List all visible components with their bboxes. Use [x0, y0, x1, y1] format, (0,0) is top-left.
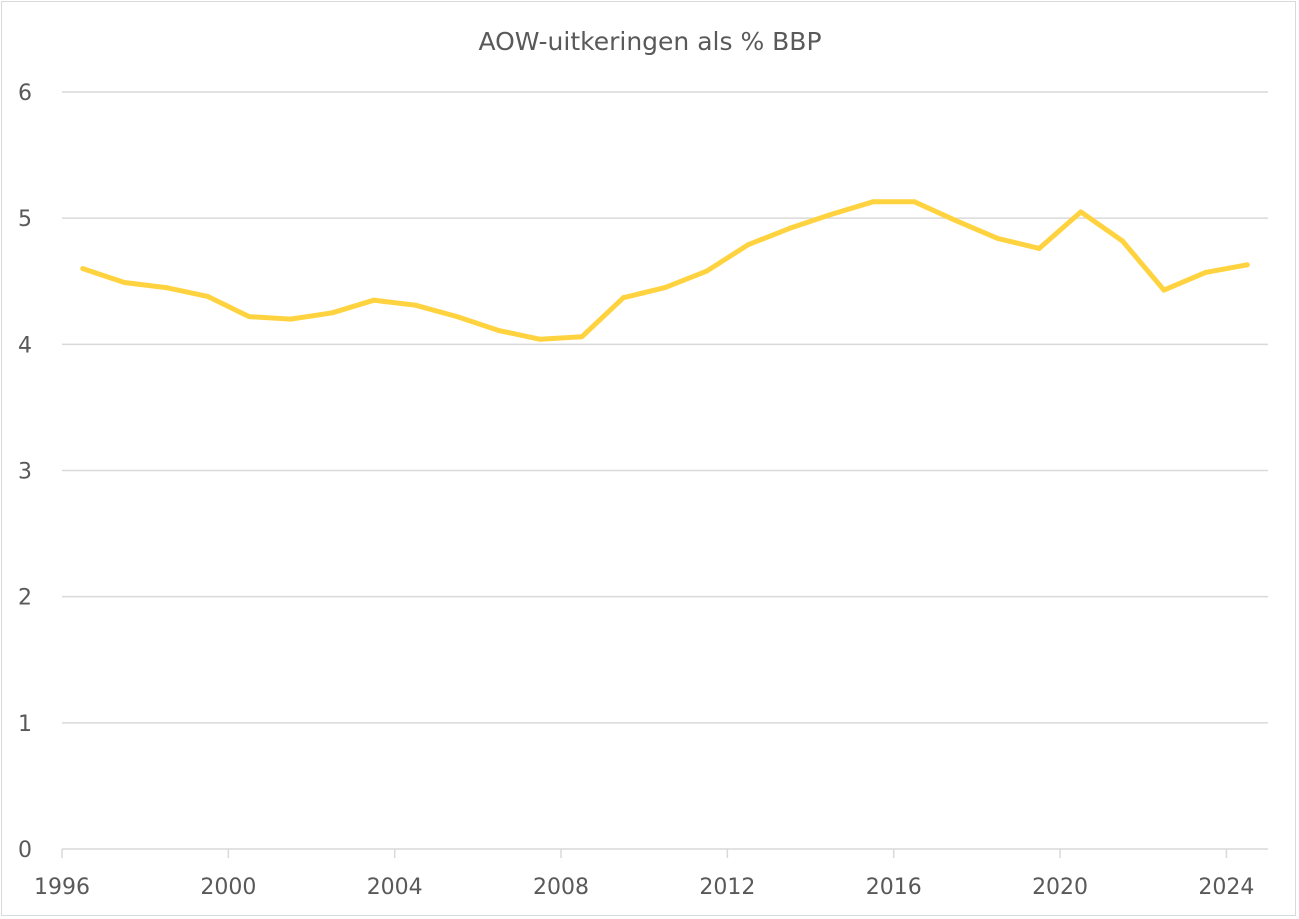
data-point-2016: [912, 199, 918, 205]
x-tick-label: 2020: [1032, 875, 1088, 900]
data-point-2020: [1078, 209, 1084, 215]
data-point-2011: [704, 268, 710, 274]
x-tick-label: 2008: [533, 875, 589, 900]
x-axis: 1996 2000 2004 2008 2012 2016 2020 2024: [34, 849, 1254, 900]
y-axis: 0 1 2 3 4 5 6: [18, 81, 32, 863]
data-point-2006: [496, 327, 502, 333]
data-point-2000: [246, 314, 252, 320]
data-point-1996: [80, 266, 86, 272]
data-point-2014: [828, 211, 834, 217]
y-tick-label: 1: [18, 712, 32, 737]
gridlines: [62, 91, 1268, 850]
series-line: [80, 199, 1250, 342]
y-tick-label: 4: [18, 333, 32, 358]
data-point-2003: [371, 297, 377, 303]
data-point-2017: [953, 218, 959, 224]
data-point-2023: [1203, 269, 1209, 275]
data-point-2007: [537, 336, 543, 342]
data-point-1998: [163, 285, 169, 291]
y-tick-label: 6: [18, 81, 32, 106]
x-tick-label: 2000: [200, 875, 256, 900]
x-tick-label: 2012: [699, 875, 755, 900]
y-tick-label: 2: [18, 586, 32, 611]
x-tick-label: 2016: [866, 875, 922, 900]
data-point-2010: [662, 285, 668, 291]
data-point-1999: [205, 293, 211, 299]
data-point-2009: [620, 295, 626, 301]
data-point-2021: [1119, 238, 1125, 244]
data-point-2024: [1244, 262, 1250, 268]
x-tick-label: 2004: [367, 875, 423, 900]
data-point-2004: [412, 302, 418, 308]
data-point-2015: [870, 199, 876, 205]
data-point-2012: [745, 242, 751, 248]
data-point-1997: [121, 280, 127, 286]
x-tick-label: 2024: [1198, 875, 1254, 900]
data-point-2001: [288, 316, 294, 322]
y-tick-label: 3: [18, 460, 32, 485]
data-point-2008: [579, 334, 585, 340]
chart-title: AOW-uitkeringen als % BBP: [478, 27, 821, 56]
data-point-2002: [329, 310, 335, 316]
data-point-2022: [1161, 287, 1167, 293]
data-point-2013: [787, 225, 793, 231]
data-point-2019: [1036, 245, 1042, 251]
x-tick-label: 1996: [34, 875, 90, 900]
y-tick-label: 0: [18, 838, 32, 863]
y-tick-label: 5: [18, 207, 32, 232]
data-point-2005: [454, 314, 460, 320]
data-point-2018: [995, 235, 1001, 241]
series-group: [80, 199, 1250, 342]
